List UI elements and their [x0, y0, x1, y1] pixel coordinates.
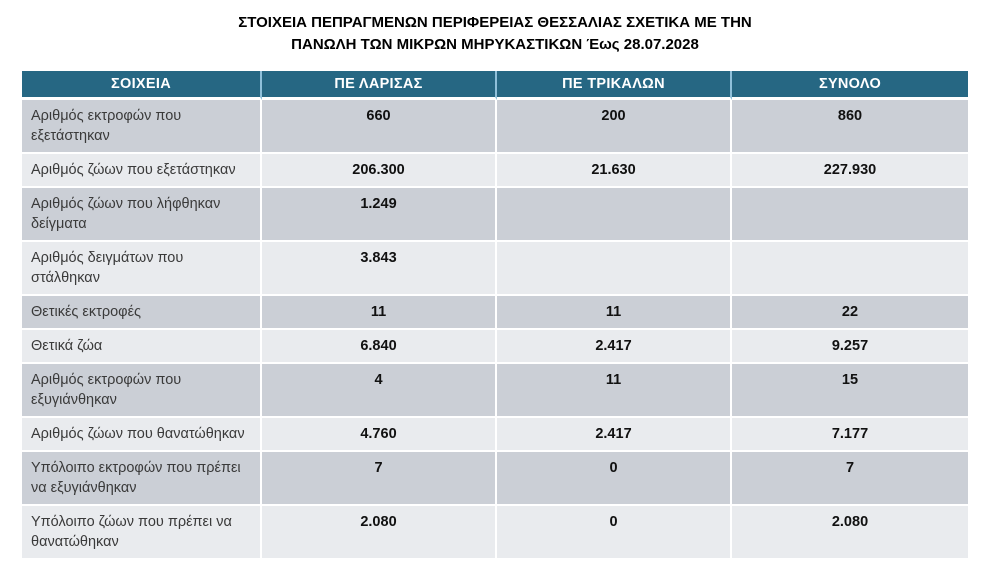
row-label: Αριθμός εκτροφών που εξυγιάνθηκαν [22, 364, 262, 418]
cell-total: 860 [732, 100, 968, 154]
table-row: Αριθμός εκτροφών που εξυγιάνθηκαν 4 11 1… [22, 364, 968, 418]
page-title-line2: ΠΑΝΩΛΗ ΤΩΝ ΜΙΚΡΩΝ ΜΗΡΥΚΑΣΤΙΚΩΝ Έως 28.07… [291, 36, 699, 53]
table-row: Θετικές εκτροφές 11 11 22 [22, 296, 968, 330]
row-label: Αριθμός ζώων που λήφθηκαν δείγματα [22, 188, 262, 242]
cell-trikala: 0 [497, 506, 732, 560]
cell-larisa: 660 [262, 100, 497, 154]
cell-total: 7 [732, 452, 968, 506]
cell-larisa: 2.080 [262, 506, 497, 560]
cell-trikala: 0 [497, 452, 732, 506]
row-label: Θετικές εκτροφές [22, 296, 262, 330]
cell-total: 22 [732, 296, 968, 330]
cell-total: 9.257 [732, 330, 968, 364]
row-label: Αριθμός εκτροφών που εξετάστηκαν [22, 100, 262, 154]
row-label: Θετικά ζώα [22, 330, 262, 364]
cell-total [732, 188, 968, 242]
cell-larisa: 1.249 [262, 188, 497, 242]
table-row: Υπόλοιπο εκτροφών που πρέπει να εξυγιάνθ… [22, 452, 968, 506]
cell-larisa: 4.760 [262, 418, 497, 452]
row-label: Αριθμός ζώων που εξετάστηκαν [22, 154, 262, 188]
cell-total: 227.930 [732, 154, 968, 188]
cell-larisa: 7 [262, 452, 497, 506]
cell-trikala: 2.417 [497, 418, 732, 452]
row-label: Υπόλοιπο ζώων που πρέπει να θανατώθηκαν [22, 506, 262, 560]
table-row: Αριθμός εκτροφών που εξετάστηκαν 660 200… [22, 100, 968, 154]
page-title: ΣΤΟΙΧΕΙΑ ΠΕΠΡΑΓΜΕΝΩΝ ΠΕΡΙΦΕΡΕΙΑΣ ΘΕΣΣΑΛΙ… [0, 12, 990, 56]
cell-trikala: 2.417 [497, 330, 732, 364]
table-row: Θετικά ζώα 6.840 2.417 9.257 [22, 330, 968, 364]
table-row: Αριθμός ζώων που θανατώθηκαν 4.760 2.417… [22, 418, 968, 452]
cell-larisa: 3.843 [262, 242, 497, 296]
row-label: Αριθμός δειγμάτων που στάλθηκαν [22, 242, 262, 296]
cell-trikala: 11 [497, 364, 732, 418]
page-title-line1: ΣΤΟΙΧΕΙΑ ΠΕΠΡΑΓΜΕΝΩΝ ΠΕΡΙΦΕΡΕΙΑΣ ΘΕΣΣΑΛΙ… [238, 14, 752, 31]
data-table: ΣΟΙΧΕΙΑ ΠΕ ΛΑΡΙΣΑΣ ΠΕ ΤΡΙΚΑΛΩΝ ΣΥΝΟΛΟ Αρ… [22, 71, 968, 560]
col-header-pe-trikalon: ΠΕ ΤΡΙΚΑΛΩΝ [497, 71, 732, 100]
row-label: Αριθμός ζώων που θανατώθηκαν [22, 418, 262, 452]
row-label: Υπόλοιπο εκτροφών που πρέπει να εξυγιάνθ… [22, 452, 262, 506]
table-row: Αριθμός ζώων που λήφθηκαν δείγματα 1.249 [22, 188, 968, 242]
cell-total: 15 [732, 364, 968, 418]
table-row: Αριθμός δειγμάτων που στάλθηκαν 3.843 [22, 242, 968, 296]
cell-larisa: 206.300 [262, 154, 497, 188]
cell-larisa: 6.840 [262, 330, 497, 364]
table-header-row: ΣΟΙΧΕΙΑ ΠΕ ΛΑΡΙΣΑΣ ΠΕ ΤΡΙΚΑΛΩΝ ΣΥΝΟΛΟ [22, 71, 968, 100]
table-body: Αριθμός εκτροφών που εξετάστηκαν 660 200… [22, 100, 968, 560]
col-header-pe-larisas: ΠΕ ΛΑΡΙΣΑΣ [262, 71, 497, 100]
col-header-stoixeia: ΣΟΙΧΕΙΑ [22, 71, 262, 100]
col-header-synolo: ΣΥΝΟΛΟ [732, 71, 968, 100]
cell-trikala [497, 188, 732, 242]
cell-trikala: 200 [497, 100, 732, 154]
table-row: Υπόλοιπο ζώων που πρέπει να θανατώθηκαν … [22, 506, 968, 560]
cell-larisa: 4 [262, 364, 497, 418]
cell-total [732, 242, 968, 296]
cell-trikala: 11 [497, 296, 732, 330]
table-header: ΣΟΙΧΕΙΑ ΠΕ ΛΑΡΙΣΑΣ ΠΕ ΤΡΙΚΑΛΩΝ ΣΥΝΟΛΟ [22, 71, 968, 100]
cell-trikala [497, 242, 732, 296]
cell-trikala: 21.630 [497, 154, 732, 188]
cell-total: 2.080 [732, 506, 968, 560]
cell-larisa: 11 [262, 296, 497, 330]
table-row: Αριθμός ζώων που εξετάστηκαν 206.300 21.… [22, 154, 968, 188]
cell-total: 7.177 [732, 418, 968, 452]
